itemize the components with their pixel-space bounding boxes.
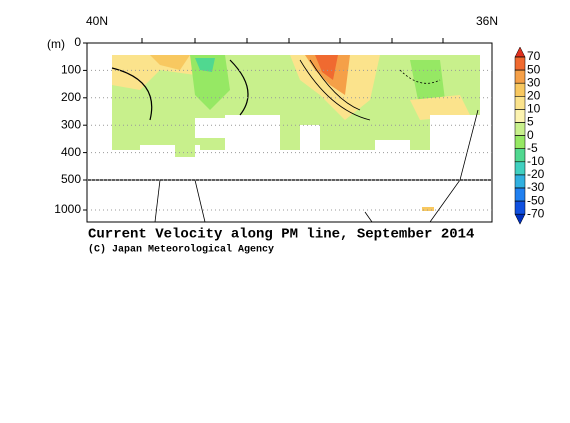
colorbar-label: 30	[527, 75, 541, 89]
y-tick-label: 1000	[54, 202, 81, 216]
y-tick-label: 200	[61, 90, 81, 104]
colorbar-label: -50	[527, 193, 545, 207]
colorbar-label: 50	[527, 62, 541, 76]
velocity-field	[111, 55, 480, 223]
field-gap	[225, 115, 280, 180]
colorbar-label: 10	[527, 102, 541, 116]
colorbar-label: 70	[527, 49, 541, 63]
field-patch	[422, 207, 434, 211]
colorbar-box	[514, 96, 526, 110]
x-label: 40N	[86, 14, 108, 28]
colorbar-box	[514, 174, 526, 189]
colorbar-box	[514, 82, 526, 97]
contour-line	[309, 59, 361, 111]
field-gap	[375, 140, 410, 180]
y-tick-label: 300	[61, 117, 81, 131]
topography	[364, 211, 373, 223]
colorbar-box	[514, 187, 526, 202]
y-tick-label: 100	[61, 63, 81, 77]
field-patch	[150, 55, 190, 70]
y-tick-label: 400	[61, 145, 81, 159]
colorbar-box	[514, 161, 526, 176]
y-axis-label: (m)	[47, 37, 65, 51]
colorbar-box	[514, 200, 526, 215]
colorbar-label: -20	[527, 167, 545, 181]
colorbar-label: -10	[527, 154, 545, 168]
field-patch	[175, 145, 195, 157]
chart-title: Current Velocity along PM line, Septembe…	[88, 227, 474, 243]
colorbar-label: 5	[527, 115, 534, 129]
contour-line	[399, 69, 441, 84]
colorbar-box	[514, 135, 526, 149]
field-gap	[400, 120, 480, 180]
colorbar-box	[514, 69, 526, 84]
colorbar-label: 20	[527, 88, 541, 102]
field-gap	[300, 125, 320, 180]
contour-line	[111, 67, 153, 121]
field-patch	[315, 55, 338, 80]
y-tick-label: 500	[61, 172, 81, 186]
y-tick-label: 0	[74, 35, 81, 49]
colorbar-label: -70	[527, 206, 545, 220]
x-label: 36N	[476, 14, 498, 28]
field-gap	[335, 150, 360, 180]
colorbar-box	[514, 109, 526, 123]
field-patch	[410, 95, 470, 120]
credit: (C) Japan Meteorological Agency	[88, 244, 274, 256]
colorbar-box	[514, 148, 526, 163]
colorbar-box	[514, 122, 526, 136]
contour-line	[229, 59, 249, 116]
colorbar-label: -30	[527, 180, 545, 194]
colorbar-label: 0	[527, 128, 534, 142]
colorbar-label: -5	[527, 141, 538, 155]
top-axis	[141, 38, 444, 43]
field-patch	[195, 58, 215, 72]
field-gap	[112, 150, 140, 180]
field-gap	[195, 118, 225, 138]
topography	[154, 179, 161, 223]
contour-line	[299, 59, 371, 121]
colorbar-box	[514, 56, 526, 71]
